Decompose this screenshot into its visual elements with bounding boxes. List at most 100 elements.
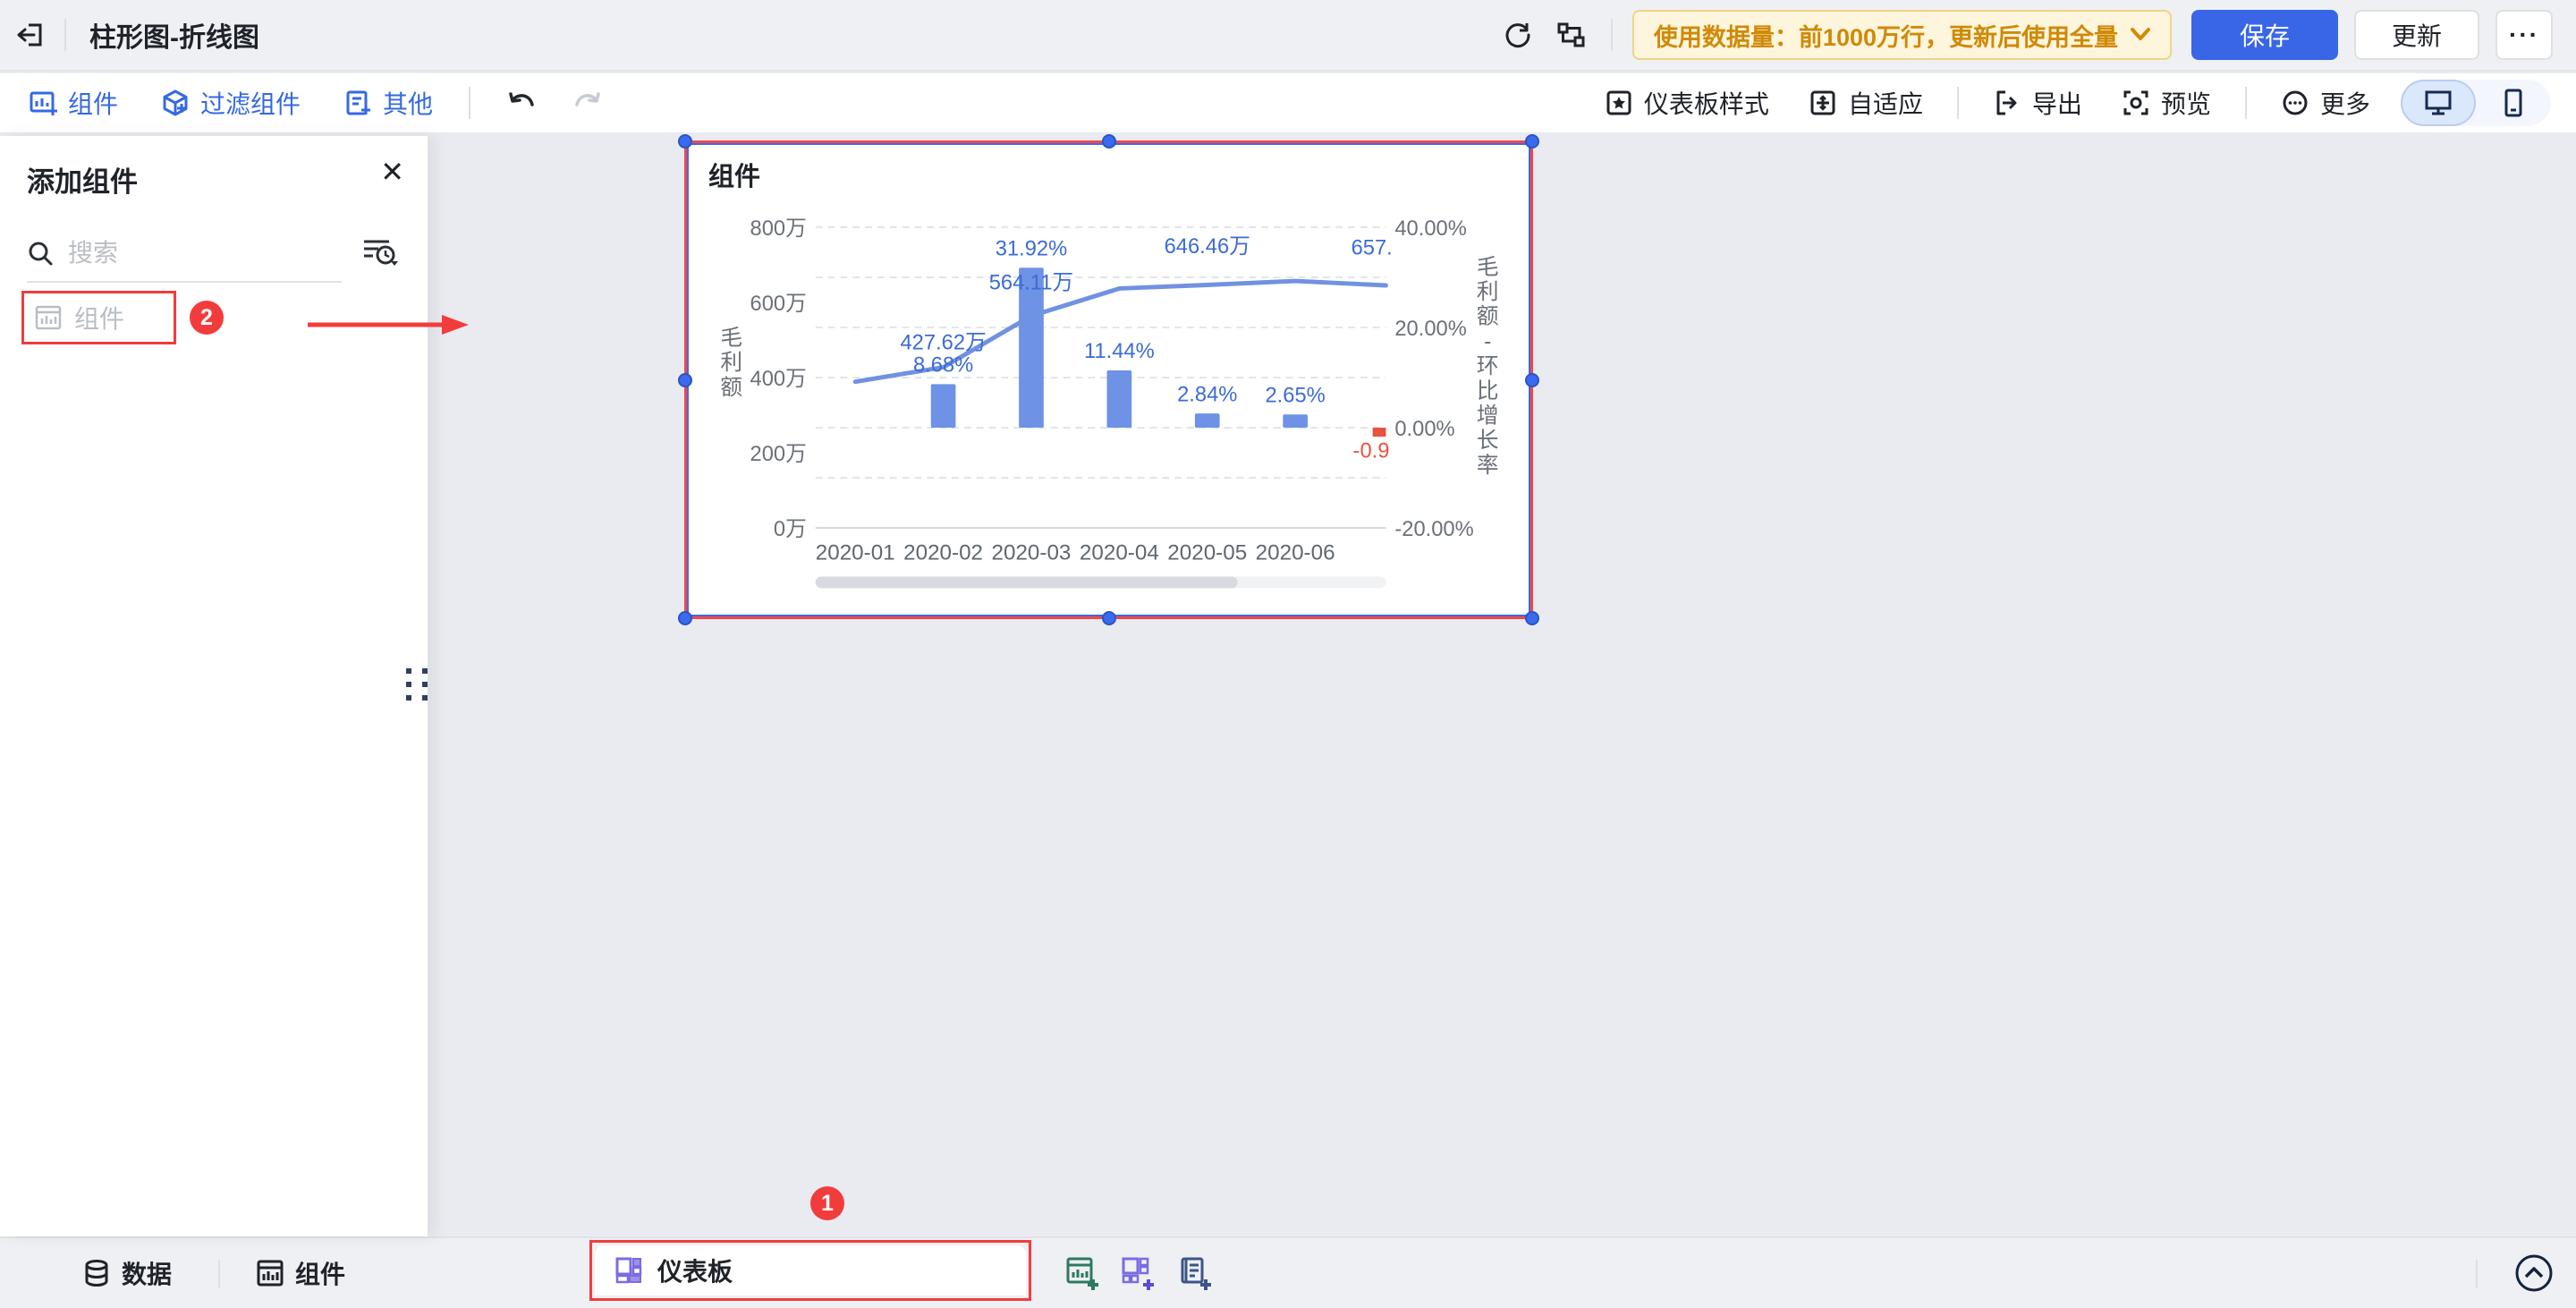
- add-dashboard-tab-button[interactable]: [1116, 1253, 1159, 1295]
- annotation-arrow: [308, 315, 469, 335]
- svg-text:11.44%: 11.44%: [1084, 340, 1155, 363]
- svg-text:0.00%: 0.00%: [1394, 418, 1454, 441]
- back-exit-icon: [17, 23, 42, 47]
- resize-handle-ne[interactable]: [1525, 134, 1539, 149]
- grid-plus-icon: [1122, 1257, 1154, 1290]
- panel-title: 添加组件: [27, 166, 138, 198]
- data-tab-button[interactable]: 数据: [82, 1238, 172, 1308]
- divider: [469, 87, 471, 119]
- main-area: 添加组件 ✕: [0, 134, 2576, 1236]
- divider: [2476, 1260, 2478, 1288]
- add-component-button[interactable]: 组件: [29, 85, 118, 121]
- resize-handle-sw[interactable]: [678, 611, 692, 625]
- export-button[interactable]: 导出: [1993, 85, 2082, 121]
- update-button[interactable]: 更新: [2354, 10, 2479, 60]
- divider: [64, 19, 66, 51]
- monitor-icon: [2425, 90, 2452, 115]
- fit-screen-icon: [1810, 90, 1835, 115]
- refresh-icon: [1505, 23, 1530, 48]
- svg-text:2020-02: 2020-02: [903, 541, 983, 565]
- svg-text:-20.00%: -20.00%: [1394, 518, 1473, 541]
- redo-button[interactable]: [571, 89, 603, 117]
- chart-widget[interactable]: 组件 8.68% 31.92% 11.44% 2.84% 2.65% 427.62万 564…: [678, 134, 1539, 625]
- svg-text:2020-06: 2020-06: [1256, 541, 1335, 565]
- add-chart-tab-button[interactable]: [1061, 1253, 1104, 1295]
- step-badge-2: 2: [190, 301, 224, 335]
- resize-handle-n[interactable]: [1101, 134, 1116, 149]
- search-icon: [29, 242, 53, 266]
- dashboard-tab-annotation: 仪表板: [589, 1240, 1031, 1301]
- secondary-toolbar: 组件 过滤组件 其他: [0, 73, 2576, 134]
- dashboard-tab-label: 仪表板: [657, 1258, 733, 1286]
- data-volume-banner[interactable]: 使用数据量：前1000万行，更新后使用全量: [1631, 10, 2172, 60]
- add-report-tab-button[interactable]: [1174, 1253, 1216, 1295]
- divider: [218, 1260, 220, 1288]
- relation-graph-button[interactable]: [1545, 8, 1598, 62]
- adaptive-layout-button[interactable]: 自适应: [1809, 85, 1923, 121]
- svg-text:2.84%: 2.84%: [1177, 383, 1237, 406]
- dashboard-tab[interactable]: 仪表板: [595, 1245, 1026, 1295]
- device-toggle: [2401, 80, 2551, 126]
- svg-text:400万: 400万: [750, 368, 807, 391]
- undo-button[interactable]: [506, 89, 538, 117]
- panel-close-button[interactable]: ✕: [380, 156, 404, 188]
- list-clock-filter-icon: [364, 240, 398, 266]
- divider: [2244, 87, 2247, 119]
- chevron-down-icon: [2131, 28, 2150, 40]
- banner-text: 使用数据量：前1000万行，更新后使用全量: [1653, 23, 2118, 51]
- svg-text:2020-01: 2020-01: [816, 541, 895, 565]
- search-filter-button[interactable]: [356, 233, 406, 276]
- save-button[interactable]: 保存: [2191, 10, 2338, 60]
- component-tab-button[interactable]: 组件: [256, 1238, 345, 1308]
- add-component-panel: 添加组件 ✕: [0, 136, 428, 1236]
- svg-text:2020-04: 2020-04: [1080, 541, 1159, 565]
- cube-plus-icon: [163, 89, 188, 116]
- dashboard-style-button[interactable]: 仪表板样式: [1605, 85, 1769, 121]
- back-button[interactable]: [0, 0, 64, 70]
- add-filter-component-button[interactable]: 过滤组件: [161, 85, 301, 121]
- search-input[interactable]: [68, 239, 342, 268]
- database-icon: [85, 1260, 108, 1287]
- svg-text:2020-05: 2020-05: [1167, 541, 1247, 565]
- resize-handle-se[interactable]: [1525, 611, 1539, 625]
- svg-text:20.00%: 20.00%: [1394, 318, 1466, 341]
- component-item-label: 组件: [74, 305, 125, 333]
- chart-plus-icon: [30, 91, 57, 115]
- more-circle-icon: [2283, 90, 2308, 115]
- dashboard-canvas[interactable]: 组件 8.68% 31.92% 11.44% 2.84% 2.65% 427.62万 564…: [428, 134, 2576, 1236]
- search-row: [27, 225, 342, 283]
- svg-text:657.: 657.: [1352, 237, 1393, 260]
- bar-chart-icon: [257, 1260, 284, 1287]
- refresh-button[interactable]: [1491, 8, 1545, 62]
- style-wand-icon: [1606, 90, 1631, 115]
- redo-icon: [575, 92, 600, 106]
- more-actions-button[interactable]: ···: [2496, 10, 2553, 60]
- component-library-item[interactable]: 组件: [21, 291, 176, 344]
- resize-handle-w[interactable]: [678, 372, 692, 387]
- top-bar: 柱形图-折线图 使用数据量：前1000万行，更新后使用全量 保存 更新 ···: [0, 0, 2576, 72]
- resize-handle-s[interactable]: [1101, 611, 1116, 625]
- desktop-view-button[interactable]: [2401, 80, 2476, 126]
- svg-text:8.68%: 8.68%: [913, 354, 973, 378]
- svg-text:564.11万: 564.11万: [989, 271, 1074, 294]
- resize-handle-e[interactable]: [1525, 372, 1539, 387]
- divider: [1956, 87, 1959, 119]
- resize-handle-nw[interactable]: [678, 134, 692, 149]
- svg-text:31.92%: 31.92%: [996, 237, 1067, 260]
- svg-text:800万: 800万: [750, 217, 807, 241]
- preview-button[interactable]: 预览: [2122, 85, 2211, 121]
- svg-text:646.46万: 646.46万: [1165, 235, 1250, 259]
- doc-plus-icon: [1181, 1257, 1211, 1290]
- chart-title: 组件: [708, 163, 761, 191]
- chart-plus-icon: [1066, 1257, 1098, 1290]
- panel-resize-handle[interactable]: [406, 668, 428, 701]
- combo-chart[interactable]: 8.68% 31.92% 11.44% 2.84% 2.65% 427.62万 564.11…: [687, 143, 1530, 616]
- collapse-bottom-bar-button[interactable]: [2513, 1253, 2555, 1294]
- mobile-view-button[interactable]: [2476, 80, 2551, 126]
- add-other-button[interactable]: 其他: [343, 85, 433, 121]
- step-badge-1: 1: [810, 1186, 844, 1220]
- divider: [1610, 19, 1613, 51]
- component-chart-icon: [35, 305, 62, 330]
- bottom-bar: 数据 组件 仪表板 1: [0, 1186, 2576, 1308]
- more-tools-button[interactable]: 更多: [2281, 85, 2370, 121]
